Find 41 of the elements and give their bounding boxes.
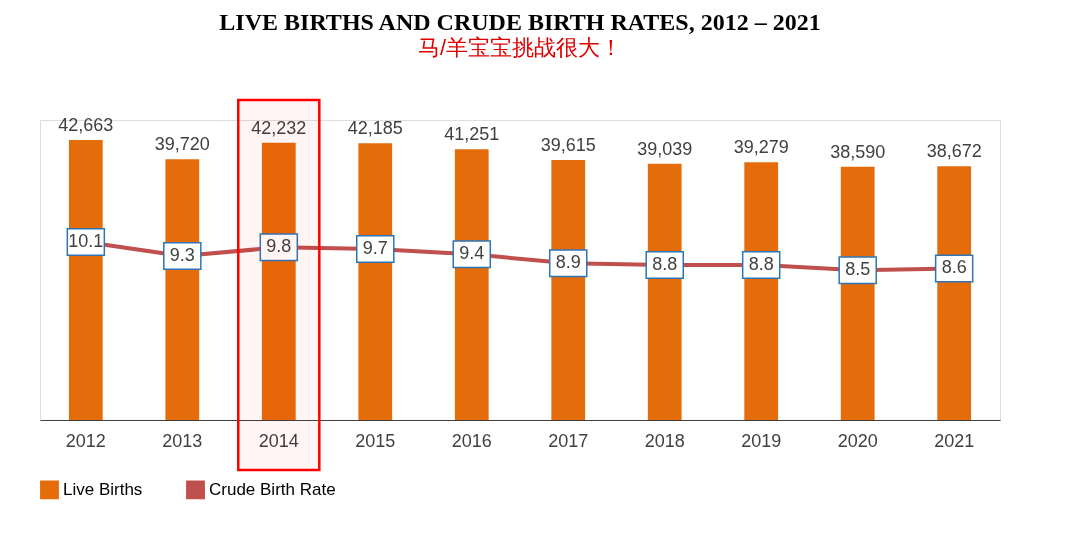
x-tick-label: 2015 [355, 430, 396, 451]
data-label: 42,232 [251, 117, 307, 138]
data-label: 8.6 [941, 257, 967, 278]
x-tick-label: 2020 [837, 430, 878, 451]
chart-title: LIVE BIRTHS AND CRUDE BIRTH RATES, 2012 – 2021 [219, 8, 821, 35]
x-tick-label: 2018 [644, 430, 685, 451]
x-tick-label: 2017 [548, 430, 589, 451]
legend-label: Crude Birth Rate [209, 479, 336, 499]
bar [165, 159, 200, 420]
bar [744, 162, 779, 420]
data-label: 41,251 [444, 124, 500, 145]
data-label: 42,185 [347, 118, 403, 139]
bar [261, 142, 296, 420]
data-label: 8.9 [555, 252, 581, 273]
data-label: 9.4 [459, 243, 485, 264]
x-tick-label: 2021 [934, 430, 975, 451]
data-label: 8.8 [652, 253, 678, 274]
bar [937, 166, 972, 420]
chart-subtitle: 马/羊宝宝挑战很大！ [417, 34, 623, 60]
data-label: 39,615 [540, 135, 596, 155]
data-label: 39,720 [154, 134, 210, 155]
bar [68, 140, 103, 420]
data-label: 9.7 [362, 238, 388, 259]
bar [551, 160, 586, 420]
data-label: 39,279 [733, 137, 789, 158]
data-label: 39,039 [637, 138, 693, 159]
x-tick-label: 2019 [741, 430, 782, 451]
data-label: 38,590 [830, 141, 886, 162]
data-label: 38,672 [926, 141, 982, 162]
data-label: 42,663 [58, 115, 114, 135]
x-tick-label: 2016 [451, 430, 492, 451]
data-label: 9.8 [266, 236, 292, 257]
x-tick-label: 2013 [162, 430, 203, 451]
x-tick-label: 2014 [258, 430, 299, 451]
legend-label: Live Births [63, 479, 143, 499]
data-label: 8.5 [845, 259, 871, 280]
bar [358, 143, 393, 420]
bar [647, 163, 682, 420]
x-tick-label: 2012 [65, 430, 106, 451]
data-label: 8.8 [748, 253, 774, 274]
data-label: 9.3 [169, 245, 195, 266]
